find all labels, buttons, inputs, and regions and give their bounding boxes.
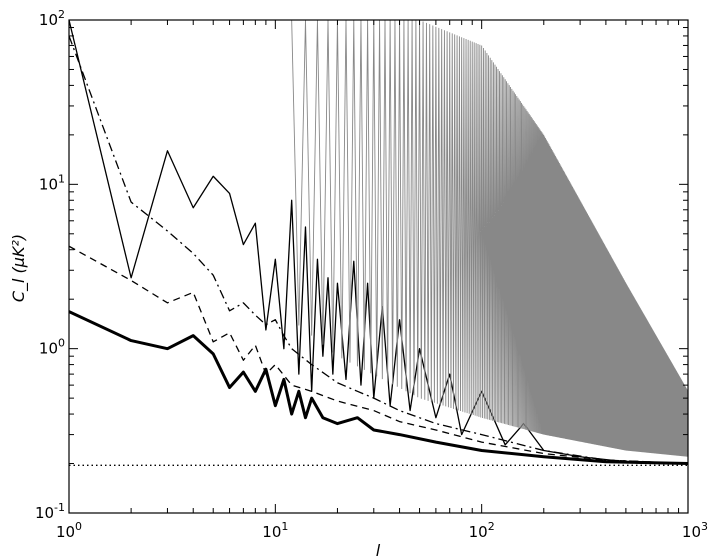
series-dashed — [69, 245, 688, 465]
x-tick-label: 100 — [56, 520, 82, 541]
y-tick-label: 102 — [39, 8, 65, 29]
series-dash-dot — [69, 35, 688, 465]
y-tick-label: 10-1 — [35, 501, 65, 522]
series-grey-oscillating — [291, 20, 688, 457]
y-axis-label: C_l (μK²) — [9, 234, 29, 302]
x-axis-label: l — [376, 541, 381, 560]
ticks-layer — [68, 19, 689, 514]
x-tick-label: 101 — [262, 520, 288, 541]
x-tick-label: 103 — [682, 520, 708, 541]
series-layer — [69, 20, 688, 467]
plot-frame — [68, 19, 689, 514]
series-thick-solid — [69, 310, 688, 466]
x-tick-label: 102 — [469, 520, 495, 541]
y-tick-label: 101 — [39, 172, 65, 193]
y-tick-label: 100 — [39, 337, 65, 358]
